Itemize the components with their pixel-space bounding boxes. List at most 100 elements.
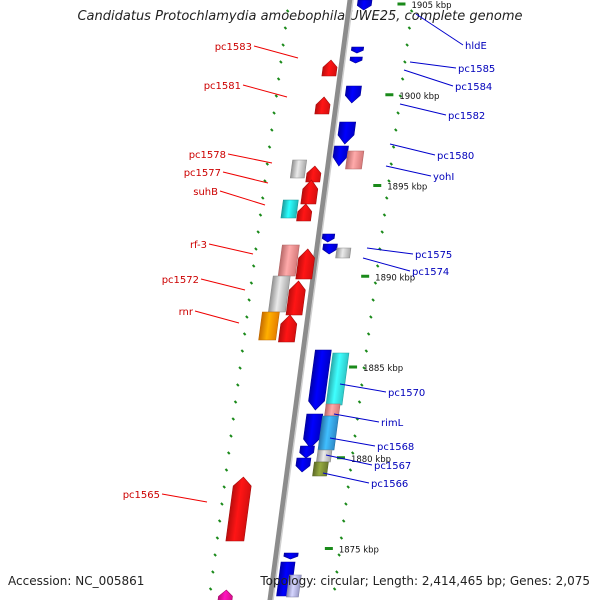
gene-pc1568-strand[interactable] [302,413,324,449]
tick-track-dot [337,553,341,557]
tick-track-dot [245,315,249,319]
gene-label-pc1572[interactable]: pc1572 [162,275,199,286]
tick-track-dot [398,94,403,98]
tick-track-dot [213,553,217,557]
tick-track-dot [217,519,222,523]
gene-bottom-strand[interactable] [283,552,299,560]
tick-track-dot [371,298,375,302]
tick-track-dot [364,349,369,353]
gene-pc1577-b[interactable] [300,179,319,205]
leader-line [222,171,269,184]
gene-label-pc1585[interactable]: pc1585 [458,64,495,75]
gene-label-pc1574[interactable]: pc1574 [412,267,449,278]
map-title: Candidatus Protochlamydia amoebophila UW… [77,9,523,24]
tick-track-dot [254,247,258,251]
gene-label-pc1570[interactable]: pc1570 [388,388,425,399]
gene-pc1580[interactable] [337,121,357,145]
leader-line [200,278,246,291]
tick-track-dot [373,281,378,285]
gene-rf-3-neighbor[interactable] [295,248,316,280]
tick-track-dot [348,468,353,472]
gene-bottom-block-b[interactable] [286,574,302,598]
gene-label-pc1567[interactable]: pc1567 [374,461,411,472]
leader-line [385,165,432,177]
gene-pc1572-neighbor[interactable] [285,280,307,316]
gene-pc1566[interactable] [312,461,329,477]
gene-pc1585[interactable] [350,46,365,54]
gene-label-rf-3[interactable]: rf-3 [190,240,207,251]
gene-label-pc1566[interactable]: pc1566 [371,479,408,490]
tick-track-dot [274,94,279,98]
gene-pc1567-strand[interactable] [299,445,315,459]
gene-suhB[interactable] [280,199,299,219]
tick-track-dot [341,519,346,523]
leader-line [253,45,299,59]
tick-track-dot [247,298,251,302]
gene-pc1578[interactable] [289,159,308,179]
gene-pc1577[interactable] [305,165,322,183]
tick-track-dot [396,111,400,115]
leader-line [329,437,376,447]
gene-pc1583[interactable] [321,59,338,77]
gene-pc1581[interactable] [314,96,331,115]
tick-track-dot [387,179,391,183]
tick-track-dot [369,315,373,319]
leader-line [399,103,447,116]
gene-pc1570-strand[interactable] [307,349,332,411]
gene-label-pc1581[interactable]: pc1581 [204,81,241,92]
gene-label-pc1565[interactable]: pc1565 [123,490,160,501]
tick-track-dot [409,9,414,13]
gene-pc1584[interactable] [349,56,363,64]
gene-label-pc1584[interactable]: pc1584 [455,82,492,93]
tick-track-dot [249,281,254,285]
tick-track-dot [270,128,274,132]
gene-partial-bottom[interactable] [217,589,233,600]
tick-track-dot [211,570,215,574]
tick-track-dot [227,451,231,455]
kbp-tick-label: 1875 kbp [339,546,379,556]
gene-rnr-neighbor[interactable] [278,314,298,343]
genome-backbone-highlight [272,0,354,600]
gene-hldE[interactable] [356,0,373,11]
gene-yohI[interactable] [345,150,365,170]
gene-label-rnr[interactable]: rnr [179,307,194,318]
gene-label-pc1575[interactable]: pc1575 [415,250,452,261]
leader-line [366,247,414,255]
leader-line [403,69,454,87]
tick-track-dot [222,485,226,489]
gene-pc1574[interactable] [335,247,352,259]
gene-pc1565[interactable] [225,476,253,542]
gene-label-pc1577[interactable]: pc1577 [184,168,221,179]
gene-label-rimL[interactable]: rimL [381,418,404,429]
tick-track-dot [400,77,405,81]
tick-track-dot [351,451,355,455]
gene-label-pc1583[interactable]: pc1583 [215,42,252,53]
leader-line [161,493,208,503]
gene-label-pc1578[interactable]: pc1578 [189,150,226,161]
gene-pc1566-strand[interactable] [295,457,312,473]
gene-suhB-neighbor[interactable] [296,203,313,222]
gene-rf-3[interactable] [277,244,300,277]
leader-line [227,153,273,164]
gene-pc1582[interactable] [344,85,362,104]
tick-track-dot [380,230,384,234]
gene-pc1575-b[interactable] [322,243,338,255]
tick-track-dot [357,400,362,404]
gene-label-yohI[interactable]: yohI [433,172,454,183]
leader-line [219,190,266,206]
gene-pc1580-b[interactable] [332,145,349,167]
gene-label-pc1568[interactable]: pc1568 [377,442,414,453]
gene-label-suhB[interactable]: suhB [193,187,218,198]
gene-label-pc1580[interactable]: pc1580 [437,151,474,162]
tick-track-dot [385,196,389,200]
gene-pc1575[interactable] [321,233,336,243]
gene-rnr[interactable] [258,311,280,341]
tick-track-dot [233,400,238,404]
gene-label-pc1582[interactable]: pc1582 [448,111,485,122]
tick-track-dot [405,43,409,47]
gene-label-hldE[interactable]: hldE [465,41,487,52]
leader-line [409,61,457,69]
tick-track-dot [366,332,371,336]
tick-track-dot [389,162,393,166]
